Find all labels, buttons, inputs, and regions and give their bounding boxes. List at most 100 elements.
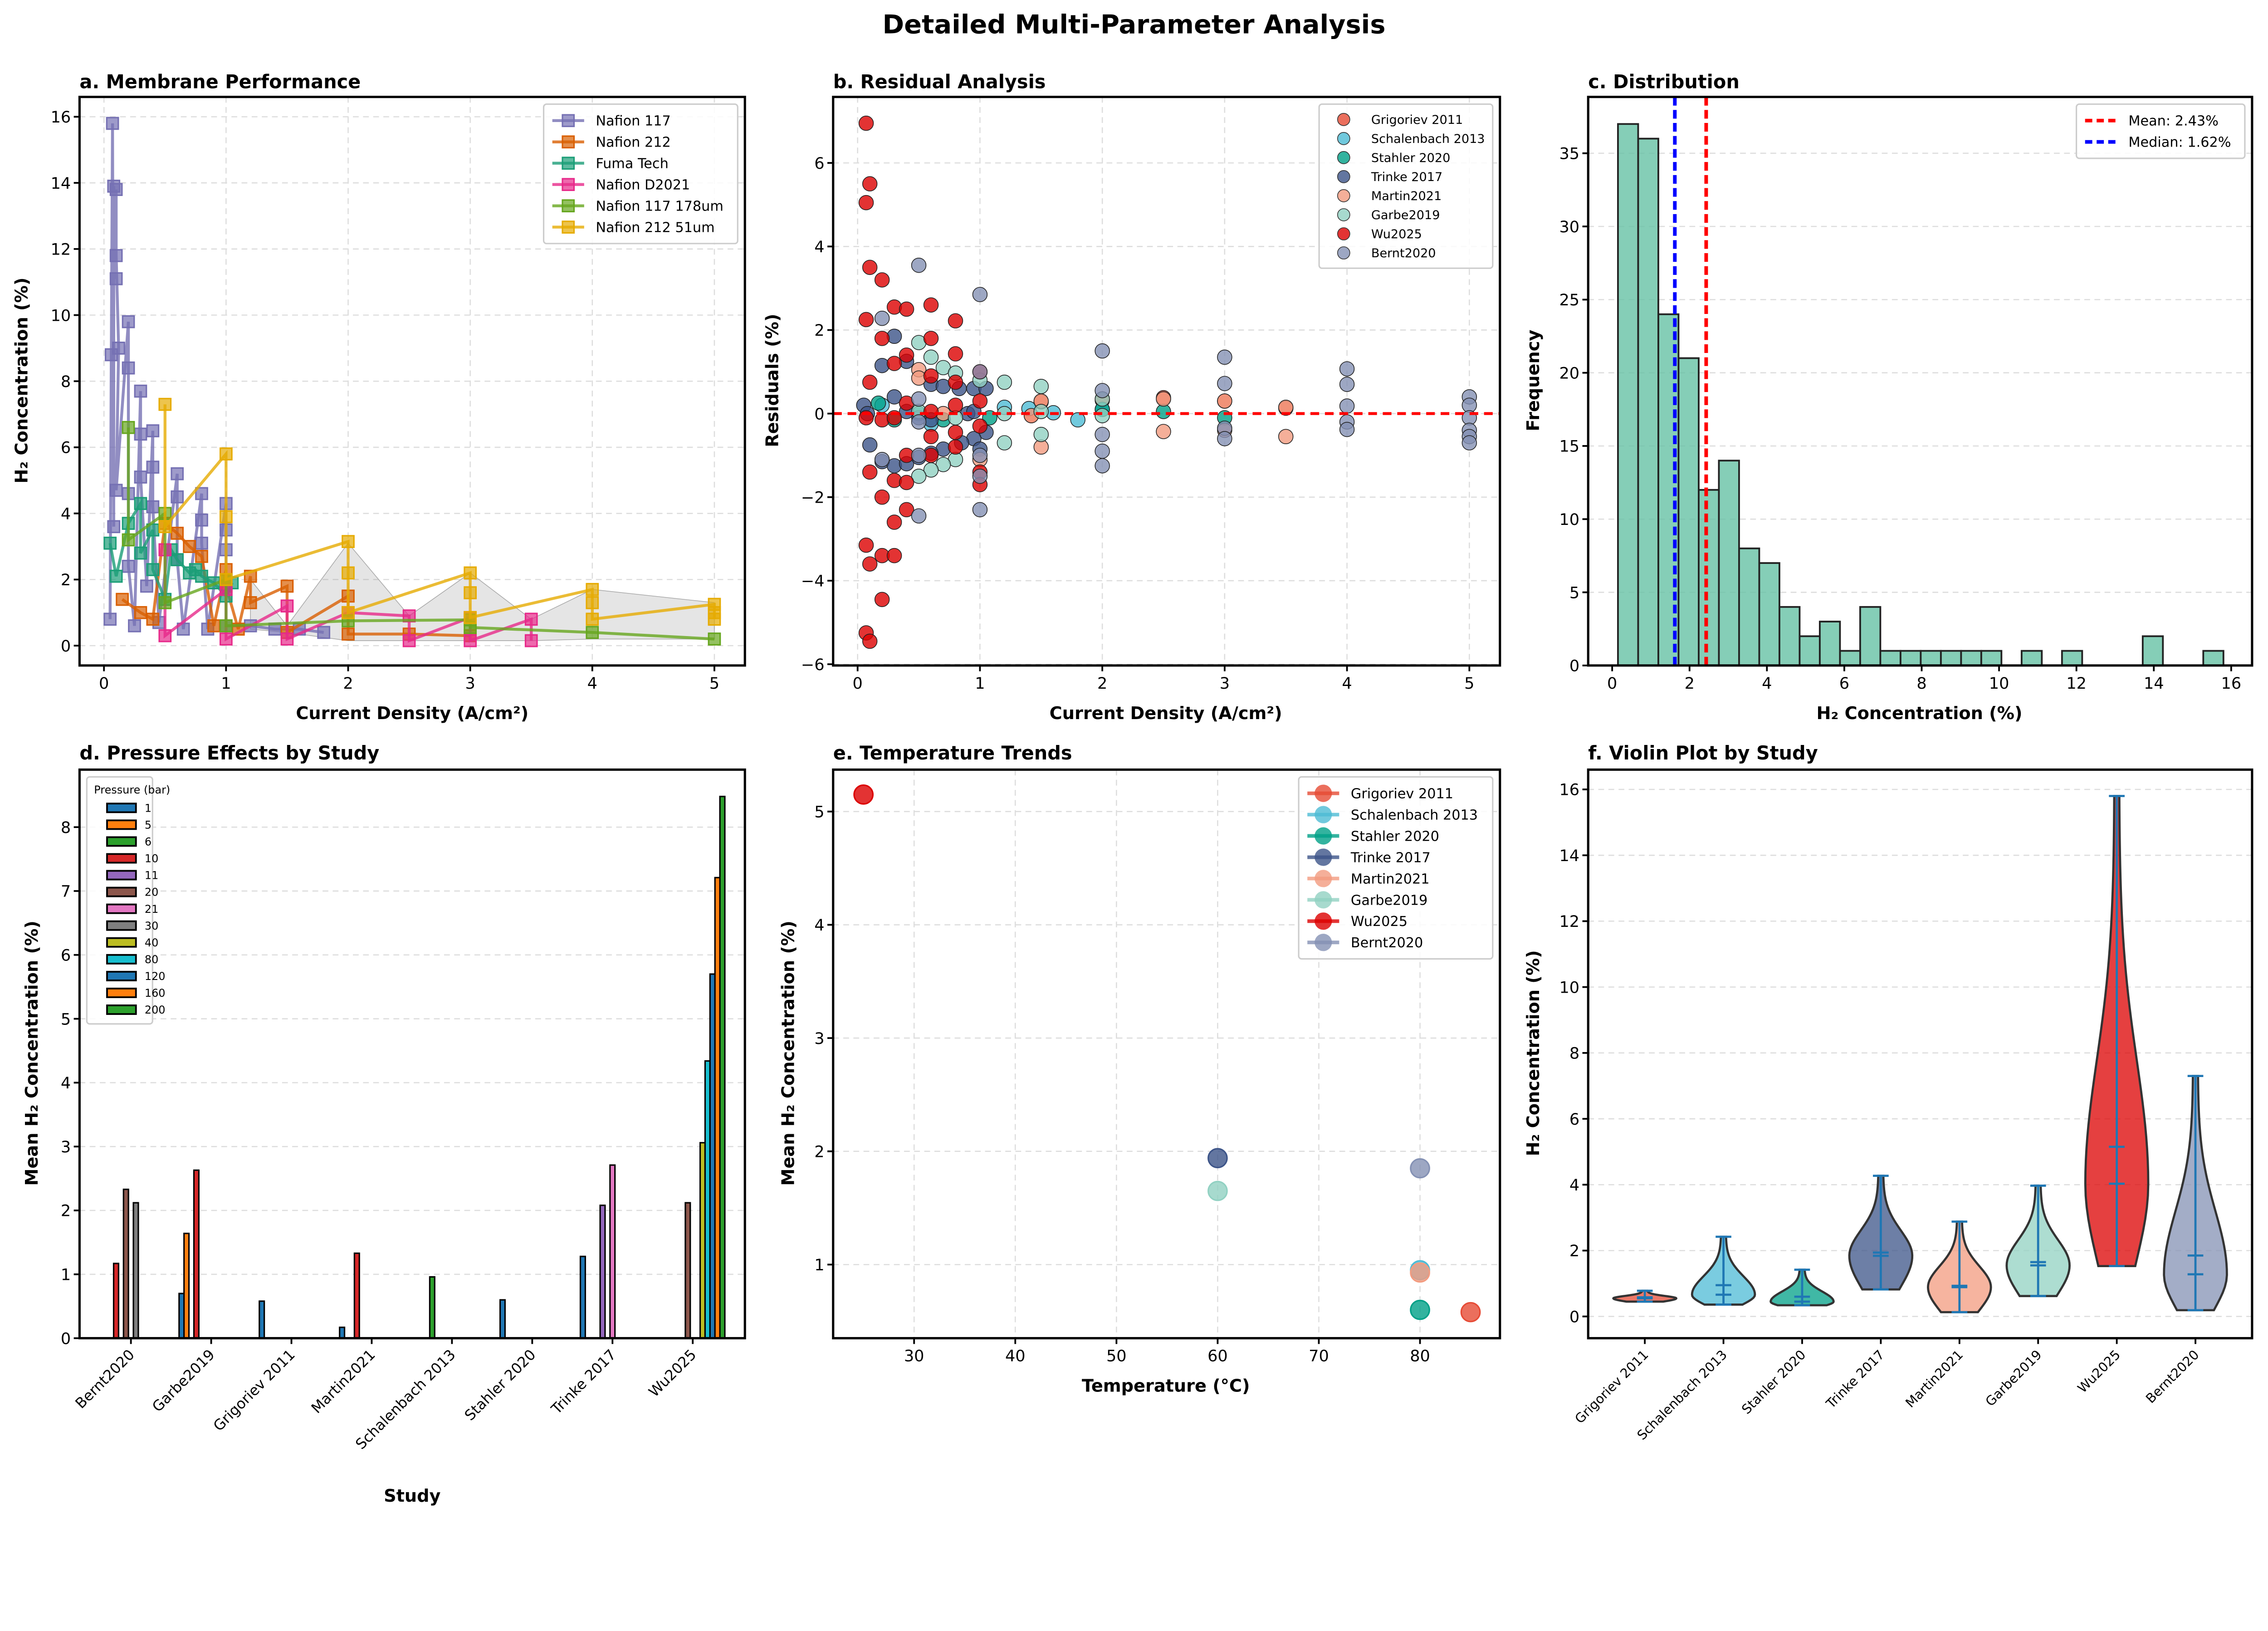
panel-b-plot: −6 −4 −2 0 2 4 6 0 1 2 3 4 5 Grigoriev 2011 Schalenbac… bbox=[801, 96, 1501, 693]
legend-item: 40 bbox=[106, 936, 158, 949]
legend-item: Bernt2020 bbox=[1307, 934, 1423, 951]
y-tick-label: 8 bbox=[61, 818, 71, 837]
legend-title: Pressure (bar) bbox=[94, 784, 170, 796]
panel-c-title: c. Distribution bbox=[1588, 71, 1740, 93]
y-tick-label: 0 bbox=[61, 1329, 71, 1348]
legend-box bbox=[1318, 103, 1494, 269]
legend-label: 40 bbox=[145, 936, 158, 949]
data-point bbox=[195, 569, 208, 583]
x-tick-label: 6 bbox=[1839, 674, 1849, 693]
legend-patch-icon bbox=[106, 903, 137, 914]
x-tick-label: 1 bbox=[975, 674, 985, 693]
data-point bbox=[342, 535, 355, 548]
panel-b-marks bbox=[833, 115, 1500, 649]
data-point bbox=[171, 490, 184, 504]
legend-label: Bernt2020 bbox=[1371, 246, 1436, 260]
panel-b: b. Residual Analysis Current Density (A/… bbox=[763, 71, 1282, 724]
data-point bbox=[923, 404, 939, 419]
bar bbox=[178, 1293, 185, 1339]
legend-item: Nafion 117 bbox=[552, 113, 671, 129]
data-point bbox=[220, 510, 233, 524]
data-point bbox=[911, 508, 927, 524]
data-point bbox=[280, 599, 294, 613]
x-tick-label: 50 bbox=[1106, 1347, 1127, 1366]
data-point bbox=[158, 397, 172, 411]
data-point bbox=[1207, 1180, 1228, 1201]
y-tick-label: 4 bbox=[1569, 1176, 1579, 1195]
y-tick-label: 10 bbox=[51, 306, 71, 325]
y-tick-label: 30 bbox=[1559, 218, 1580, 236]
y-tick-label: 25 bbox=[1559, 291, 1580, 309]
bar bbox=[353, 1252, 360, 1339]
panel-f: f. Violin Plot by Study H₂ Concentration… bbox=[1523, 742, 1818, 1156]
data-point bbox=[122, 533, 135, 547]
y-tick-label: 5 bbox=[814, 803, 824, 822]
data-point bbox=[708, 632, 721, 646]
legend-patch-icon bbox=[106, 988, 137, 998]
legend-item: Garbe2019 bbox=[1307, 891, 1427, 909]
legend-label: 21 bbox=[145, 903, 158, 916]
legend-item: 5 bbox=[106, 818, 152, 831]
bar bbox=[122, 1188, 129, 1339]
legend-patch-icon bbox=[106, 887, 137, 897]
legend-item: 120 bbox=[106, 970, 166, 983]
data-point bbox=[911, 414, 927, 430]
legend-item: 200 bbox=[106, 1004, 166, 1016]
legend-item: 21 bbox=[106, 903, 158, 916]
data-point bbox=[107, 520, 121, 534]
x-tick-label: 2 bbox=[343, 674, 353, 693]
violin bbox=[1927, 1220, 1992, 1313]
legend-patch-icon bbox=[106, 937, 137, 948]
legend-square-marker-icon bbox=[562, 157, 575, 170]
bar bbox=[714, 877, 721, 1339]
figure-title: Detailed Multi-Parameter Analysis bbox=[882, 9, 1385, 39]
legend-circle-marker-icon bbox=[1315, 934, 1332, 951]
data-point bbox=[1339, 421, 1355, 437]
x-tick-label: 16 bbox=[2221, 674, 2242, 693]
data-point bbox=[109, 484, 123, 497]
y-tick-label: 0 bbox=[1569, 657, 1579, 676]
y-tick-label: 4 bbox=[61, 1074, 71, 1092]
legend-item: Schalenbach 2013 bbox=[1307, 806, 1478, 823]
x-tick-label: 12 bbox=[2066, 674, 2087, 693]
data-point bbox=[183, 540, 196, 553]
data-point bbox=[972, 393, 988, 409]
bar bbox=[193, 1169, 200, 1339]
histogram-bar bbox=[1818, 621, 1841, 666]
x-tick-label: 60 bbox=[1207, 1347, 1228, 1366]
y-tick-label: 5 bbox=[1569, 583, 1579, 602]
legend-label: Schalenbach 2013 bbox=[1371, 132, 1485, 146]
legend-item: Nafion D2021 bbox=[552, 177, 690, 193]
data-point bbox=[134, 497, 147, 510]
data-point bbox=[195, 550, 208, 563]
legend-label: Martin2021 bbox=[1351, 871, 1430, 887]
data-point bbox=[317, 626, 331, 639]
data-point bbox=[862, 437, 878, 453]
y-tick-label: 6 bbox=[61, 439, 71, 457]
panel-b-title: b. Residual Analysis bbox=[833, 71, 1046, 93]
data-point bbox=[899, 475, 914, 490]
legend-item: Grigoriev 2011 bbox=[1337, 113, 1463, 127]
legend-patch-icon bbox=[106, 870, 137, 881]
y-tick-label: 16 bbox=[1559, 781, 1580, 799]
legend-patch-icon bbox=[106, 970, 137, 981]
data-point bbox=[1339, 398, 1355, 414]
data-point bbox=[524, 634, 538, 647]
y-tick-label: 0 bbox=[61, 637, 71, 656]
series-bernt2020 bbox=[874, 257, 1477, 524]
data-point bbox=[874, 490, 890, 505]
data-point bbox=[997, 435, 1012, 451]
bar bbox=[429, 1276, 435, 1339]
y-tick-label: 5 bbox=[61, 1010, 71, 1029]
legend-item: Schalenbach 2013 bbox=[1337, 132, 1485, 146]
legend-item: Mean: 2.43% bbox=[2085, 113, 2219, 129]
panel-b-ylabel: Residuals (%) bbox=[763, 314, 783, 447]
histogram-bar bbox=[1980, 650, 2003, 666]
data-point bbox=[1207, 1148, 1228, 1169]
data-point bbox=[586, 583, 599, 596]
legend-label: Trinke 2017 bbox=[1371, 170, 1442, 184]
legend-circle-marker-icon bbox=[1337, 208, 1350, 221]
legend-label: 80 bbox=[145, 953, 158, 966]
y-tick-label: 35 bbox=[1559, 145, 1580, 163]
data-point bbox=[948, 425, 963, 440]
